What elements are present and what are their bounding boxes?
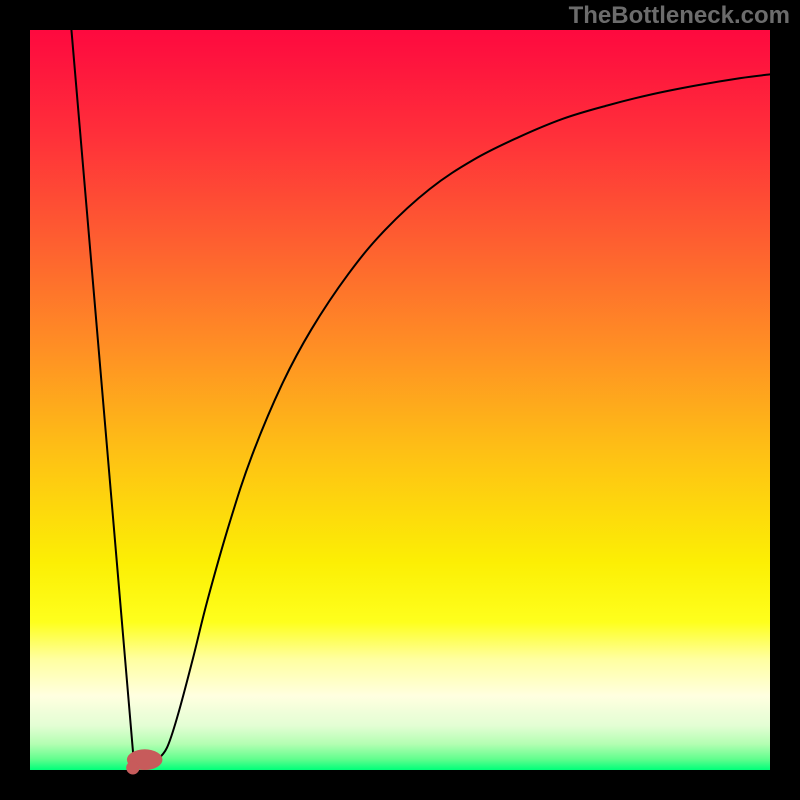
plot-background — [30, 30, 770, 770]
watermark-text: TheBottleneck.com — [569, 2, 790, 30]
optimal-point-marker — [126, 749, 162, 774]
bottleneck-chart — [0, 0, 800, 800]
chart-container: TheBottleneck.com — [0, 0, 800, 800]
